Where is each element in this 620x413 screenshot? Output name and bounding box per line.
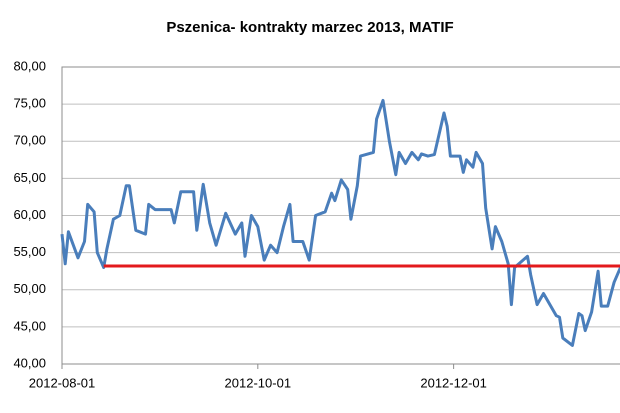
plot-border bbox=[61, 66, 620, 365]
y-tick-label: 60,00 bbox=[13, 207, 46, 222]
x-tick-label: 2012-08-01 bbox=[29, 375, 96, 390]
x-tick-label: 2012-10-01 bbox=[225, 375, 292, 390]
price-line bbox=[60, 98, 620, 347]
y-tick-label: 50,00 bbox=[13, 281, 46, 296]
chart-title: Pszenica- kontrakty marzec 2013, MATIF bbox=[166, 19, 453, 36]
y-tick-label: 55,00 bbox=[13, 244, 46, 259]
y-tick-label: 70,00 bbox=[13, 133, 46, 148]
y-tick-label: 40,00 bbox=[13, 355, 46, 370]
y-tick-label: 80,00 bbox=[13, 58, 46, 73]
x-tick-label: 2012-12-01 bbox=[420, 375, 487, 390]
y-tick-label: 65,00 bbox=[13, 170, 46, 185]
y-tick-label: 75,00 bbox=[13, 96, 46, 111]
y-tick-label: 45,00 bbox=[13, 318, 46, 333]
